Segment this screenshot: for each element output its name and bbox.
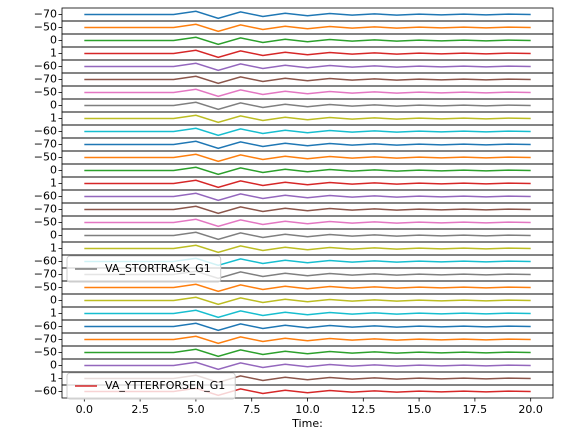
y-tick-label: 0: [50, 34, 57, 47]
x-tick-label: 7.5: [243, 403, 261, 416]
series-line: [84, 231, 531, 241]
legend-label: VA_YTTERFORSEN_G1: [105, 379, 225, 392]
y-tick-label: 0: [50, 164, 57, 177]
legend: VA_YTTERFORSEN_G1: [66, 372, 236, 400]
series-line: [84, 140, 531, 150]
series-line: [84, 62, 531, 72]
y-tick-label: 1: [50, 372, 57, 385]
y-tick-label: −70: [34, 73, 57, 86]
y-tick-label: 1: [50, 242, 57, 255]
y-tick-label: 1: [50, 307, 57, 320]
x-tick-label: 15.0: [407, 403, 432, 416]
series-line: [84, 75, 531, 85]
y-tick-label: 0: [50, 99, 57, 112]
series-line: [84, 218, 531, 228]
series-line: [84, 10, 531, 20]
series-line: [84, 127, 531, 137]
y-tick-label: −70: [34, 8, 57, 21]
series-line: [84, 348, 531, 358]
legend-box: [66, 255, 222, 283]
y-tick-label: −60: [34, 190, 57, 203]
series-line: [84, 88, 531, 98]
y-tick-label: −50: [34, 281, 57, 294]
y-tick-label: 1: [50, 47, 57, 60]
y-tick-label: −50: [34, 151, 57, 164]
y-tick-label: 0: [50, 294, 57, 307]
series-line: [84, 192, 531, 202]
x-tick-label: 0.0: [76, 403, 94, 416]
y-tick-label: 1: [50, 112, 57, 125]
series-line: [84, 205, 531, 215]
series-line: [84, 283, 531, 293]
series-line: [84, 114, 531, 124]
y-tick-label: −70: [34, 268, 57, 281]
y-tick-label: −60: [34, 60, 57, 73]
y-tick-label: 0: [50, 229, 57, 242]
y-tick-label: −50: [34, 21, 57, 34]
y-tick-label: −50: [34, 346, 57, 359]
series-line: [84, 244, 531, 254]
y-tick-label: −70: [34, 333, 57, 346]
x-axis-label: Time:: [291, 417, 323, 430]
series-line: [84, 36, 531, 46]
y-tick-label: −50: [34, 216, 57, 229]
series-line: [84, 101, 531, 111]
y-tick-label: −50: [34, 86, 57, 99]
y-tick-label: 1: [50, 177, 57, 190]
y-tick-label: −70: [34, 138, 57, 151]
legend: VA_STORTRASK_G1: [66, 255, 222, 283]
series-line: [84, 23, 531, 33]
series-line: [84, 296, 531, 306]
series-line: [84, 361, 531, 371]
series-line: [84, 179, 531, 189]
y-tick-label: −60: [34, 125, 57, 138]
y-tick-label: −60: [34, 320, 57, 333]
y-tick-label: −60: [34, 385, 57, 398]
series-line: [84, 153, 531, 163]
x-tick-label: 5.0: [187, 403, 205, 416]
y-tick-label: −60: [34, 255, 57, 268]
legend-label: VA_STORTRASK_G1: [105, 262, 211, 275]
x-tick-label: 12.5: [351, 403, 376, 416]
legend-box: [66, 372, 236, 400]
y-tick-label: −70: [34, 203, 57, 216]
series-line: [84, 309, 531, 319]
series-line: [84, 49, 531, 59]
series-line: [84, 322, 531, 332]
series-line: [84, 335, 531, 345]
series-line: [84, 166, 531, 176]
x-tick-label: 10.0: [295, 403, 320, 416]
x-tick-label: 20.0: [518, 403, 543, 416]
x-tick-label: 2.5: [131, 403, 149, 416]
x-tick-label: 17.5: [463, 403, 488, 416]
y-tick-label: 0: [50, 359, 57, 372]
